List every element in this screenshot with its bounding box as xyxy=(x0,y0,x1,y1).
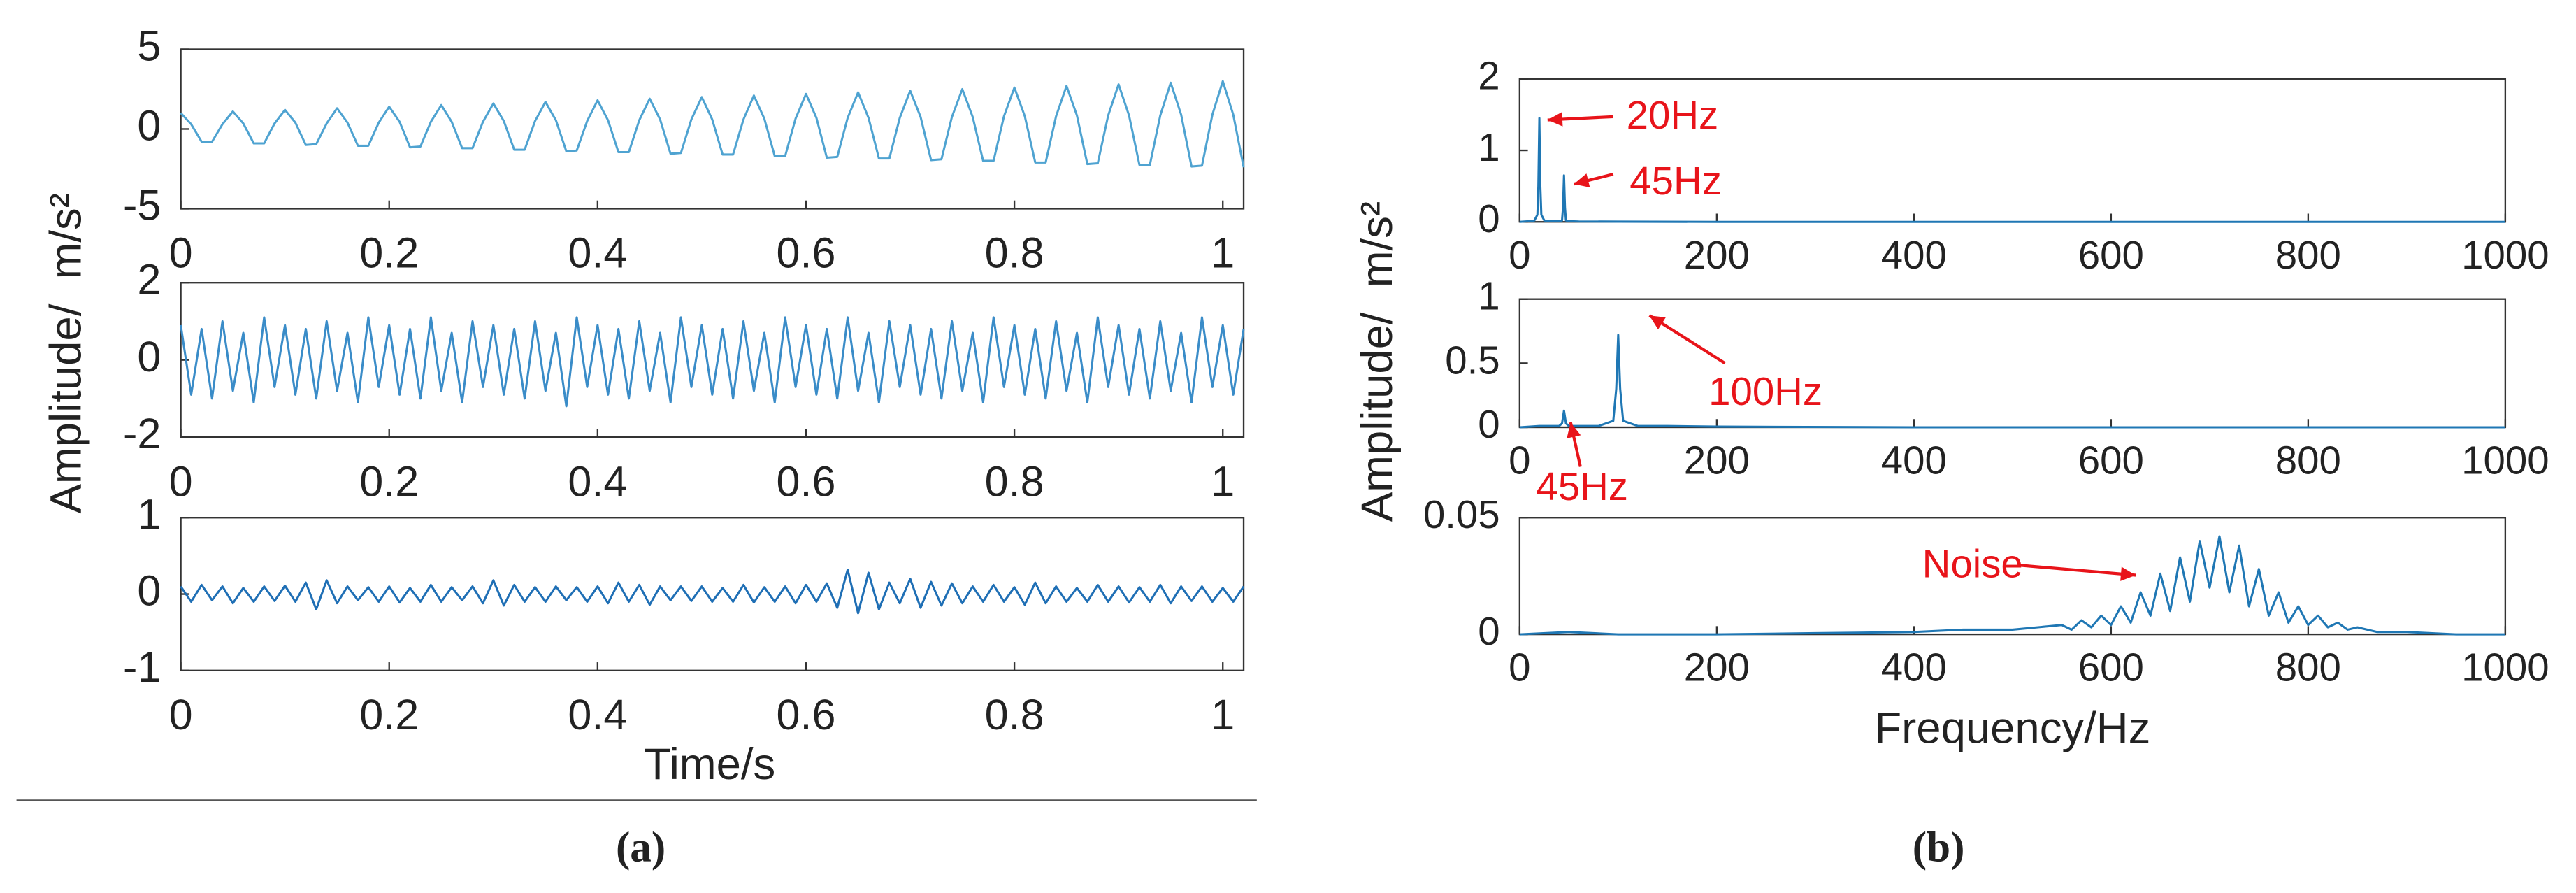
y-tick-label: -2 xyxy=(123,410,161,457)
y-tick-label: 1 xyxy=(1478,125,1499,169)
x-tick-label: 0 xyxy=(1509,438,1530,483)
axes-box xyxy=(1518,78,2507,223)
x-tick-label: 800 xyxy=(2275,233,2341,277)
x-tick-label: 0.4 xyxy=(568,457,627,505)
y-tick-label: 0 xyxy=(137,567,161,615)
x-tick-label: 0.2 xyxy=(359,691,419,738)
y-tick-label: -1 xyxy=(123,643,161,691)
annotation-arrow xyxy=(2020,564,2136,577)
y-tick-label: 0 xyxy=(137,102,161,150)
caption: (a) xyxy=(616,824,665,871)
axes-box xyxy=(1518,298,2507,429)
signal-line xyxy=(1519,117,2505,223)
x-tick-label: 0 xyxy=(169,691,193,738)
x-tick-label: 0.2 xyxy=(359,457,419,505)
x-tick-label: 400 xyxy=(1881,438,1947,483)
x-axis-label: Frequency/Hz xyxy=(1874,704,2150,753)
x-tick-label: 1000 xyxy=(2461,438,2549,483)
x-tick-label: 0 xyxy=(1509,645,1530,690)
axes-box xyxy=(180,517,1245,671)
signal-line xyxy=(1519,334,2505,429)
y-tick-label: 1 xyxy=(1478,274,1499,318)
x-tick-label: 1000 xyxy=(2461,233,2549,277)
signal-line xyxy=(180,569,1245,615)
x-tick-label: 0 xyxy=(169,229,193,277)
x-tick-label: 0.8 xyxy=(985,691,1044,738)
annotation: Noise xyxy=(1922,542,2023,586)
arrow-head xyxy=(1567,422,1581,438)
x-tick-label: 400 xyxy=(1881,233,1947,277)
annotation: 100Hz xyxy=(1708,369,1822,413)
x-tick-label: 0.2 xyxy=(359,229,419,277)
signal-line xyxy=(180,80,1245,168)
annotation-arrow xyxy=(1648,314,1726,365)
arrow-head xyxy=(1547,112,1563,127)
arrow-head xyxy=(1574,173,1590,187)
annotation: 20Hz xyxy=(1627,93,1719,137)
x-tick-label: 1 xyxy=(1211,457,1235,505)
y-tick-label: 5 xyxy=(137,22,161,70)
x-axis-label: Time/s xyxy=(644,740,775,789)
axes-box xyxy=(180,48,1245,210)
x-tick-label: 600 xyxy=(2078,645,2144,690)
x-tick-label: 200 xyxy=(1684,233,1750,277)
x-tick-label: 600 xyxy=(2078,233,2144,277)
x-tick-label: 1 xyxy=(1211,691,1235,738)
x-tick-label: 800 xyxy=(2275,438,2341,483)
arrow-head xyxy=(1649,315,1666,330)
y-tick-label: 0 xyxy=(1478,197,1499,241)
x-tick-label: 0.6 xyxy=(777,229,836,277)
x-tick-label: 0.8 xyxy=(985,229,1044,277)
y-tick-label: 1 xyxy=(137,490,161,538)
x-tick-label: 0 xyxy=(1509,233,1530,277)
x-tick-label: 800 xyxy=(2275,645,2341,690)
y-tick-label: 0.5 xyxy=(1445,338,1499,382)
x-tick-label: 0.6 xyxy=(777,457,836,505)
y-tick-label: 0.05 xyxy=(1423,492,1500,536)
annotation: 45Hz xyxy=(1629,159,1722,203)
caption: (b) xyxy=(1913,824,1965,871)
arrow-head xyxy=(2120,566,2136,581)
signal-line xyxy=(1519,535,2505,636)
x-tick-label: 400 xyxy=(1881,645,1947,690)
y-tick-label: -5 xyxy=(123,182,161,229)
y-tick-label: 0 xyxy=(1478,402,1499,446)
axes-box xyxy=(180,282,1245,438)
x-tick-label: 200 xyxy=(1684,645,1750,690)
x-tick-label: 0.4 xyxy=(568,229,627,277)
x-tick-label: 0.4 xyxy=(568,691,627,738)
y-axis-label: Amplitude/ m/s² xyxy=(42,193,91,513)
y-axis-label: Amplitude/ m/s² xyxy=(1353,201,1402,522)
x-tick-label: 1000 xyxy=(2461,645,2549,690)
y-tick-label: 0 xyxy=(1478,609,1499,653)
y-tick-label: 2 xyxy=(1478,54,1499,98)
x-tick-label: 0 xyxy=(169,457,193,505)
x-tick-label: 200 xyxy=(1684,438,1750,483)
annotation: 45Hz xyxy=(1536,464,1628,508)
signal-line xyxy=(180,316,1245,408)
x-tick-label: 1 xyxy=(1211,229,1235,277)
x-tick-label: 600 xyxy=(2078,438,2144,483)
y-tick-label: 0 xyxy=(137,333,161,380)
axes-box xyxy=(1518,517,2507,636)
y-tick-label: 2 xyxy=(137,255,161,303)
x-tick-label: 0.6 xyxy=(777,691,836,738)
x-tick-label: 0.8 xyxy=(985,457,1044,505)
